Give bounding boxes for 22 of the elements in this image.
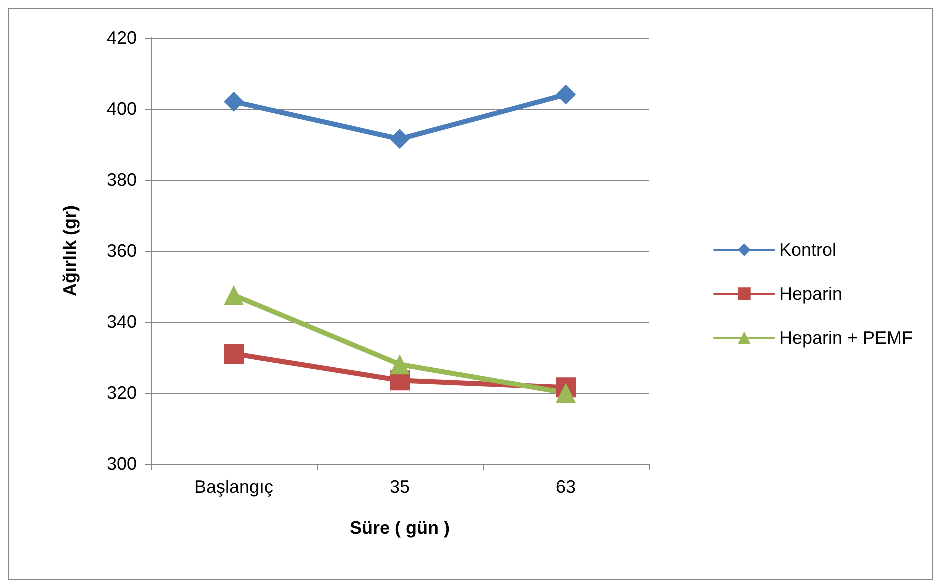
point	[556, 383, 576, 403]
x-tick-label: Başlangıç	[194, 477, 274, 497]
point	[390, 354, 410, 375]
legend-label: Heparin + PEMF	[779, 328, 914, 348]
x-axis-title: Süre ( gün )	[350, 518, 450, 538]
legend-label: Heparin	[779, 284, 842, 304]
x-tick-label: 35	[390, 477, 410, 497]
y-tick-label: 320	[106, 383, 137, 403]
y-tick-label: 360	[106, 241, 137, 261]
y-tick-label: 380	[106, 170, 137, 190]
y-tick-label: 340	[106, 312, 137, 332]
point	[224, 344, 244, 364]
y-tick-label: 420	[106, 28, 137, 48]
y-tick-label: 300	[106, 454, 137, 474]
point	[390, 129, 410, 150]
x-tick-label: 63	[556, 477, 576, 497]
legend-label: Kontrol	[779, 240, 836, 260]
point	[224, 92, 244, 112]
point	[556, 84, 576, 105]
y-axis-title: Ağırlık (gr)	[60, 205, 80, 297]
point	[224, 285, 244, 306]
y-tick-label: 400	[106, 99, 137, 119]
